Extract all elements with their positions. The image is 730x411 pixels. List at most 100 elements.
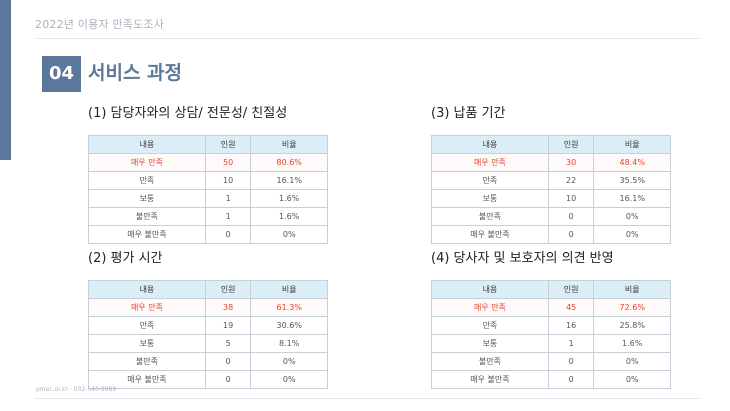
row-ratio: 16.1% (593, 189, 671, 208)
table-row: 불만족 0 0% (431, 352, 671, 371)
row-ratio: 0% (593, 370, 671, 389)
panel-title: (4) 당사자 및 보호자의 의견 반영 (431, 251, 614, 266)
table-row: 매우 불만족 0 0% (88, 225, 328, 244)
column-header-count: 인원 (547, 280, 595, 299)
footer-divider (35, 398, 700, 399)
table-row: 만족 22 35.5% (431, 171, 671, 190)
stats-table: 내용 인원 비율 매우 만족 50 80.6% 만족 10 16.1% 보통 1 1.6% … (88, 135, 328, 244)
section-number-badge: 04 (42, 56, 81, 92)
row-count: 45 (547, 298, 595, 317)
panel-consultation: (1) 담당자와의 상담/ 전문성/ 친절성 내용 인원 비율 매우 만족 50 8… (88, 103, 328, 244)
row-count: 0 (547, 352, 595, 371)
row-label: 매우 불만족 (431, 370, 549, 389)
table-row: 보통 10 16.1% (431, 189, 671, 208)
stats-table: 내용 인원 비율 매우 만족 30 48.4% 만족 22 35.5% 보통 10 16.1… (431, 135, 671, 244)
row-label: 만족 (431, 316, 549, 335)
row-count: 10 (547, 189, 595, 208)
row-ratio: 0% (593, 207, 671, 226)
row-label: 불만족 (431, 352, 549, 371)
row-ratio: 80.6% (250, 153, 328, 172)
row-count: 0 (204, 352, 252, 371)
row-ratio: 0% (250, 225, 328, 244)
table-row: 보통 1 1.6% (88, 189, 328, 208)
row-count: 30 (547, 153, 595, 172)
header-divider (35, 38, 700, 39)
row-label: 만족 (431, 171, 549, 190)
table-row: 보통 1 1.6% (431, 334, 671, 353)
column-header-count: 인원 (204, 135, 252, 154)
table-row: 매우 만족 50 80.6% (88, 153, 328, 172)
row-ratio: 0% (593, 352, 671, 371)
row-count: 0 (204, 225, 252, 244)
row-ratio: 30.6% (250, 316, 328, 335)
table-row: 매우 불만족 0 0% (88, 370, 328, 389)
row-label: 보통 (88, 334, 206, 353)
row-ratio: 1.6% (593, 334, 671, 353)
row-count: 22 (547, 171, 595, 190)
stats-table: 내용 인원 비율 매우 만족 38 61.3% 만족 19 30.6% 보통 5 8.1% … (88, 280, 328, 389)
row-label: 매우 만족 (88, 153, 206, 172)
row-label: 매우 불만족 (88, 225, 206, 244)
row-ratio: 35.5% (593, 171, 671, 190)
row-ratio: 61.3% (250, 298, 328, 317)
row-count: 0 (547, 207, 595, 226)
row-count: 0 (204, 370, 252, 389)
panel-delivery-period: (3) 납품 기간 내용 인원 비율 매우 만족 30 48.4% 만족 22 35.5… (431, 103, 671, 244)
row-label: 보통 (88, 189, 206, 208)
table-row: 만족 16 25.8% (431, 316, 671, 335)
row-label: 불만족 (431, 207, 549, 226)
row-count: 50 (204, 153, 252, 172)
row-count: 19 (204, 316, 252, 335)
column-header-ratio: 비율 (250, 280, 328, 299)
column-header-ratio: 비율 (250, 135, 328, 154)
panel-title: (2) 평가 시간 (88, 251, 163, 266)
column-header-count: 인원 (204, 280, 252, 299)
row-label: 만족 (88, 171, 206, 190)
column-header-content: 내용 (88, 135, 206, 154)
row-ratio: 1.6% (250, 207, 328, 226)
row-ratio: 72.6% (593, 298, 671, 317)
panel-evaluation-time: (2) 평가 시간 내용 인원 비율 매우 만족 38 61.3% 만족 19 30.6… (88, 248, 328, 389)
row-label: 매우 만족 (88, 298, 206, 317)
column-header-content: 내용 (431, 280, 549, 299)
row-ratio: 0% (250, 370, 328, 389)
footer-contact: pmec.or.kr · 032-540-9989 (36, 386, 117, 393)
row-count: 5 (204, 334, 252, 353)
table-row: 불만족 0 0% (88, 352, 328, 371)
row-label: 불만족 (88, 352, 206, 371)
column-header-content: 내용 (88, 280, 206, 299)
table-row: 매우 만족 30 48.4% (431, 153, 671, 172)
row-ratio: 16.1% (250, 171, 328, 190)
row-label: 보통 (431, 189, 549, 208)
row-ratio: 25.8% (593, 316, 671, 335)
column-header-count: 인원 (547, 135, 595, 154)
stats-table: 내용 인원 비율 매우 만족 45 72.6% 만족 16 25.8% 보통 1 1.6% … (431, 280, 671, 389)
row-ratio: 1.6% (250, 189, 328, 208)
table-row: 만족 19 30.6% (88, 316, 328, 335)
section-title: 서비스 과정 (88, 62, 183, 84)
row-label: 매우 만족 (431, 298, 549, 317)
table-row: 불만족 1 1.6% (88, 207, 328, 226)
table-row: 매우 불만족 0 0% (431, 370, 671, 389)
row-label: 매우 불만족 (88, 370, 206, 389)
row-count: 0 (547, 370, 595, 389)
column-header-content: 내용 (431, 135, 549, 154)
table-row: 매우 불만족 0 0% (431, 225, 671, 244)
side-accent-bar (0, 0, 11, 160)
row-label: 매우 만족 (431, 153, 549, 172)
table-row: 불만족 0 0% (431, 207, 671, 226)
column-header-ratio: 비율 (593, 135, 671, 154)
row-count: 1 (204, 189, 252, 208)
row-ratio: 0% (250, 352, 328, 371)
row-label: 매우 불만족 (431, 225, 549, 244)
row-ratio: 48.4% (593, 153, 671, 172)
table-row: 매우 만족 38 61.3% (88, 298, 328, 317)
row-count: 38 (204, 298, 252, 317)
row-label: 불만족 (88, 207, 206, 226)
table-row: 만족 10 16.1% (88, 171, 328, 190)
row-count: 0 (547, 225, 595, 244)
table-row: 보통 5 8.1% (88, 334, 328, 353)
row-ratio: 8.1% (250, 334, 328, 353)
document-header-title: 2022년 이용자 만족도조사 (35, 18, 165, 31)
row-ratio: 0% (593, 225, 671, 244)
